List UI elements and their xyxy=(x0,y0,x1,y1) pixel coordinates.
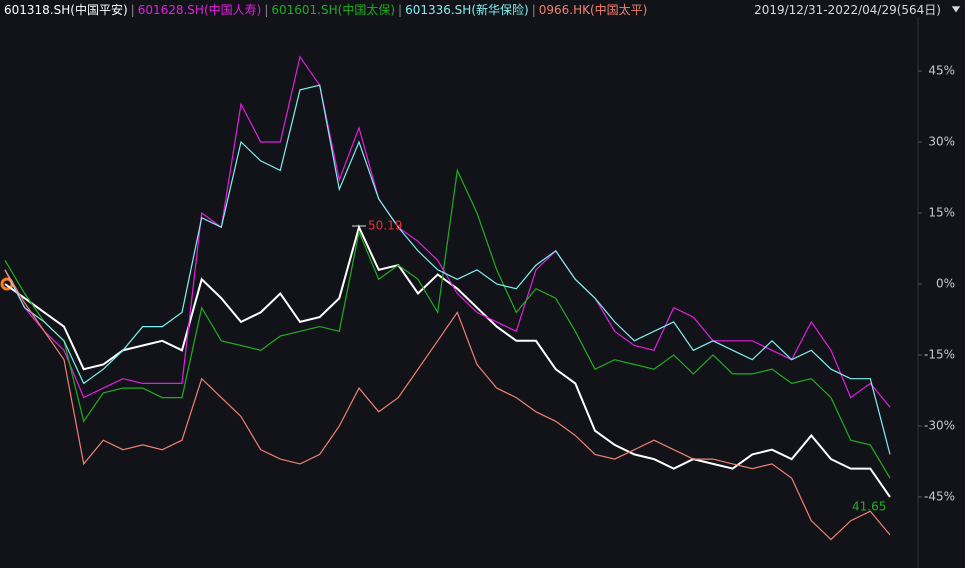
y-tick-label: 0% xyxy=(936,277,955,291)
date-range: 2019/12/31-2022/04/29(564日) xyxy=(754,3,941,17)
series-line xyxy=(4,224,891,498)
series-line xyxy=(4,55,891,408)
annotation: 41.65 xyxy=(852,500,886,514)
separator: | xyxy=(398,3,403,17)
annotation: 50.19 xyxy=(368,219,402,233)
legend-entry[interactable]: 601628.SH(中国人寿) xyxy=(137,3,262,17)
series-line xyxy=(4,84,891,455)
y-tick-label: -45% xyxy=(924,490,955,504)
y-tick-label: -30% xyxy=(924,419,955,433)
y-tick-label: 15% xyxy=(928,206,955,220)
separator: | xyxy=(531,3,536,17)
separator: | xyxy=(130,3,135,17)
y-tick-label: 30% xyxy=(928,135,955,149)
scroll-button[interactable] xyxy=(951,6,961,13)
series-line xyxy=(4,269,891,541)
legend: 601318.SH(中国平安) | 601628.SH(中国人寿) | 601601.S… xyxy=(4,2,647,18)
legend-entry[interactable]: 601318.SH(中国平安) xyxy=(4,3,128,17)
legend-entry[interactable]: 601336.SH(新华保险) xyxy=(405,3,529,17)
y-tick-label: 45% xyxy=(928,64,955,78)
y-tick-label: -15% xyxy=(924,348,955,362)
legend-entry[interactable]: 601601.SH(中国太保) xyxy=(271,3,396,17)
legend-entry[interactable]: 0966.HK(中国太平) xyxy=(538,3,648,17)
separator: | xyxy=(264,3,269,17)
series-line xyxy=(4,168,891,479)
